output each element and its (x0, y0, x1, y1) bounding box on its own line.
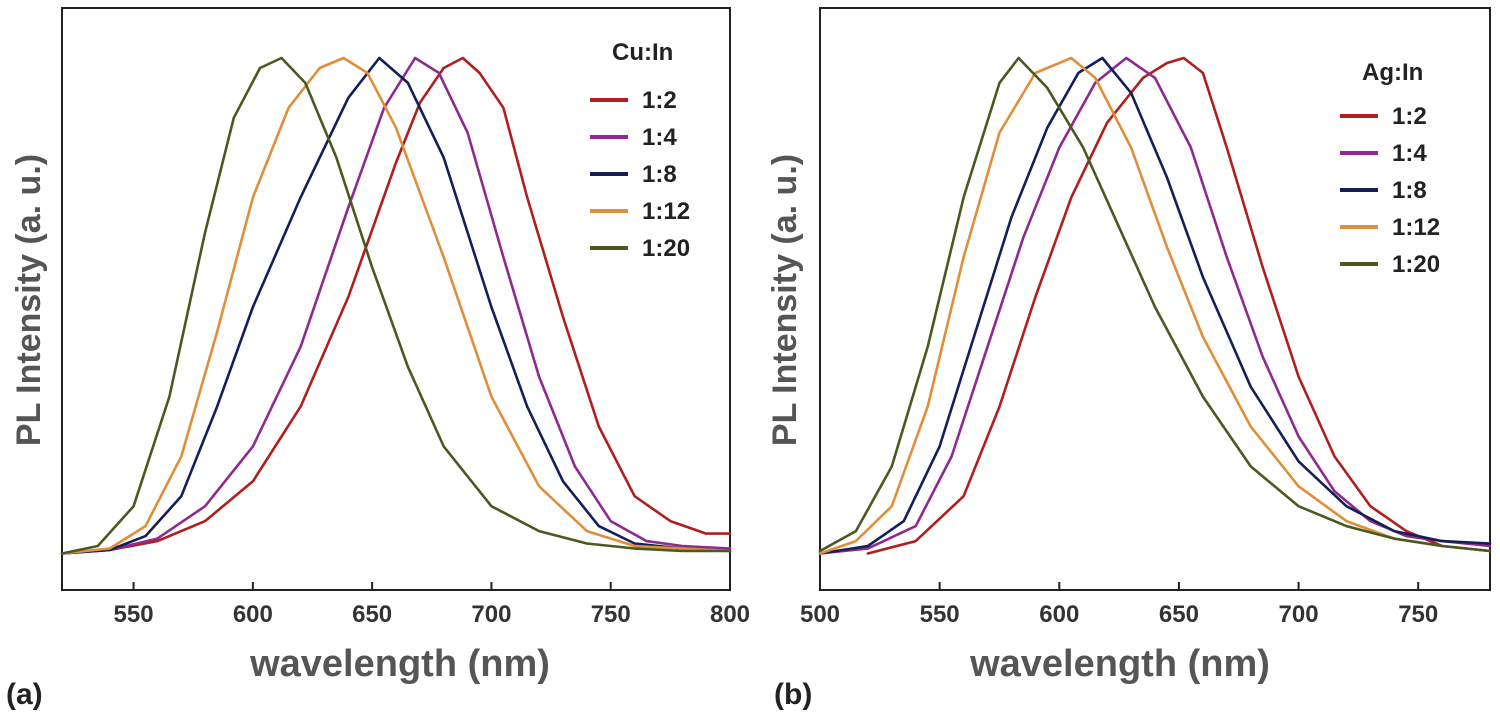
plot-frame-b (819, 7, 1491, 591)
series-line-1-8 (60, 56, 732, 555)
series-line-1-8 (818, 56, 1492, 555)
x-tick-label: 750 (1398, 601, 1438, 628)
x-tick-label: 600 (1039, 601, 1079, 628)
plot-frame-a (61, 7, 731, 591)
x-tick-label: 750 (591, 601, 631, 628)
series-group-b (818, 56, 1492, 555)
x-ticks-b: 500 550 600 650 700 750 (800, 582, 1438, 628)
x-tick-label: 700 (1279, 601, 1319, 628)
panel-label-b: (b) (774, 678, 812, 711)
legend-label: 1:20 (642, 235, 690, 262)
legend-label: 1:4 (1392, 140, 1427, 167)
series-line-1-20 (60, 56, 732, 555)
series-line-1-12 (60, 56, 732, 555)
x-tick-label: 550 (114, 601, 154, 628)
x-tick-label: 600 (233, 601, 273, 628)
series-line-1-2 (60, 56, 732, 555)
legend-b: Ag:In 1:2 1:4 1:8 1:12 1:20 (1340, 59, 1440, 278)
series-line-1-20 (818, 56, 1492, 553)
legend-label: 1:8 (1392, 177, 1427, 204)
x-tick-label: 550 (920, 601, 960, 628)
x-tick-label: 650 (352, 601, 392, 628)
x-ticks-a: 550 600 650 700 750 800 (114, 582, 750, 628)
x-tick-label: 500 (800, 601, 840, 628)
x-tick-label: 650 (1159, 601, 1199, 628)
panel-label-a: (a) (6, 678, 43, 711)
y-axis-title-a: PL Intensity (a. u.) (10, 154, 48, 446)
legend-label: 1:12 (642, 198, 690, 225)
y-axis-title-b: PL Intensity (a. u.) (766, 154, 804, 446)
legend-a: Cu:In 1:2 1:4 1:8 1:12 1:20 (590, 39, 690, 262)
series-group-a (60, 56, 732, 555)
series-line-1-4 (60, 56, 732, 555)
series-line-1-4 (818, 56, 1492, 555)
x-tick-label: 700 (471, 601, 511, 628)
legend-items-a: 1:2 1:4 1:8 1:12 1:20 (590, 87, 690, 262)
x-axis-title-a: wavelength (nm) (249, 643, 550, 685)
legend-title-a: Cu:In (612, 39, 673, 66)
legend-label: 1:8 (642, 161, 677, 188)
legend-title-b: Ag:In (1362, 59, 1423, 86)
legend-label: 1:4 (642, 124, 677, 151)
series-line-1-2 (866, 56, 1492, 555)
legend-items-b: 1:2 1:4 1:8 1:12 1:20 (1340, 103, 1440, 278)
legend-label: 1:12 (1392, 214, 1440, 241)
legend-label: 1:20 (1392, 251, 1440, 278)
series-line-1-12 (818, 56, 1492, 555)
legend-label: 1:2 (642, 87, 677, 114)
legend-label: 1:2 (1392, 103, 1427, 130)
chart-panel-b: 500 550 600 650 700 750 PL Intensity (a. u.) … (766, 7, 1492, 711)
chart-panel-a: 550 600 650 700 750 800 PL Intensity (a. u.) … (6, 7, 750, 711)
x-axis-title-b: wavelength (nm) (969, 643, 1270, 685)
x-tick-label: 800 (710, 601, 750, 628)
